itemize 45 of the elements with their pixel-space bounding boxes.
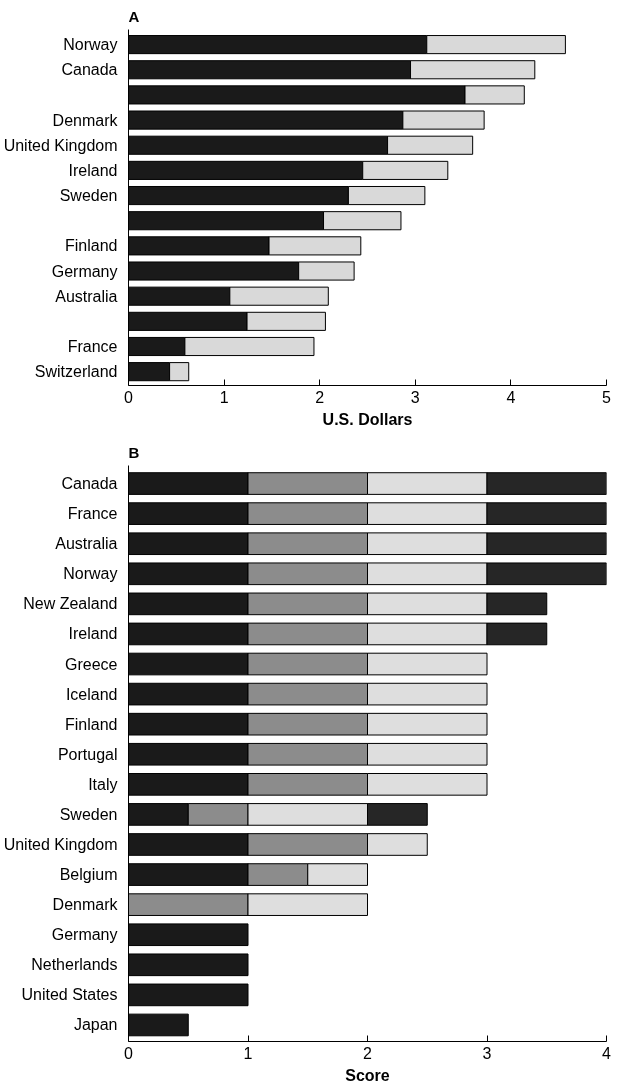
y-tick-label: France (67, 338, 118, 355)
y-tick-label: Ireland (68, 161, 118, 179)
y-tick-label: Australia (55, 535, 118, 553)
x-axis-title: U.S. Dollars (322, 410, 413, 428)
y-tick-label: Germany (51, 262, 118, 280)
x-tick-label: 3 (410, 388, 420, 406)
y-tick-label: Norway (63, 565, 118, 583)
y-tick-label: Japan (73, 1016, 118, 1034)
y-tick-label: Sweden (59, 805, 118, 823)
x-tick-label: 4 (506, 388, 516, 406)
x-tick-label: 1 (219, 388, 229, 406)
y-tick-label: Ireland (68, 625, 118, 643)
y-tick-label: Netherlands (31, 956, 118, 974)
y-tick-label: France (67, 505, 118, 523)
y-tick-label: Iceland (65, 685, 118, 703)
y-tick-label: Germany (51, 926, 118, 944)
x-tick-label: 2 (363, 1044, 373, 1062)
y-tick-label: United States (21, 986, 118, 1004)
x-tick-label: 5 (602, 388, 612, 406)
x-tick-label: 3 (482, 1044, 492, 1062)
x-tick-label: 0 (124, 1044, 134, 1062)
y-tick-label: Italy (88, 775, 118, 793)
y-tick-label: Canada (61, 61, 118, 79)
y-tick-label: Sweden (59, 187, 118, 205)
y-tick-label: Australia (55, 287, 118, 305)
y-tick-label: Finland (65, 715, 118, 733)
y-tick-label: United Kingdom (3, 835, 118, 853)
y-tick-label: United Kingdom (3, 136, 118, 154)
y-tick-label: Belgium (59, 866, 118, 884)
y-tick-label: Norway (63, 36, 118, 54)
x-tick-label: 4 (602, 1044, 612, 1062)
chart-title: A (128, 7, 140, 25)
x-tick-label: 1 (243, 1044, 253, 1062)
x-tick-label: 0 (124, 388, 134, 406)
y-tick-label: Canada (61, 475, 118, 493)
y-tick-label: New Zealand (23, 595, 118, 613)
y-tick-label: Finland (65, 237, 118, 255)
chart-title: B (128, 443, 140, 461)
y-tick-label: Denmark (52, 896, 119, 914)
y-tick-label: Switzerland (34, 363, 118, 381)
x-tick-label: 2 (315, 388, 325, 406)
y-tick-label: Greece (65, 655, 118, 673)
x-axis-title: Score (345, 1066, 390, 1084)
y-tick-label: Portugal (57, 745, 118, 763)
y-tick-label: Denmark (52, 111, 119, 129)
